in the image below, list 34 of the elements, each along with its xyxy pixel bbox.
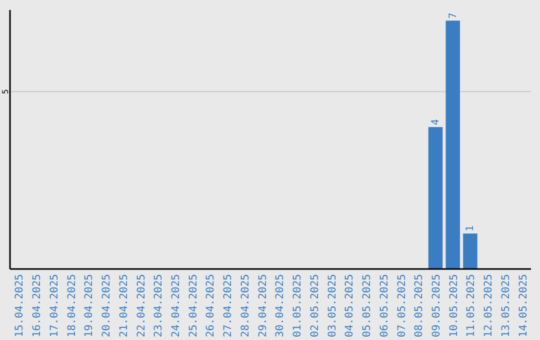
x-tick-label: 16.04.2025 xyxy=(31,274,44,338)
x-tick-label: 26.04.2025 xyxy=(204,274,217,338)
x-tick-label: 07.05.2025 xyxy=(396,274,408,338)
x-tick-label: 08.05.2025 xyxy=(413,274,426,338)
x-tick-label: 02.05.2025 xyxy=(308,274,321,338)
data-label: 4 xyxy=(430,119,442,126)
x-tick-label: 17.04.2025 xyxy=(48,274,60,338)
x-tick-label: 06.05.2025 xyxy=(378,274,390,338)
x-tick-label: 20.04.2025 xyxy=(100,274,113,338)
y-tick-label: 5 xyxy=(1,89,10,94)
x-tick-label: 23.04.2025 xyxy=(152,274,165,338)
x-tick-label: 03.05.2025 xyxy=(326,274,338,338)
data-label: 7 xyxy=(448,12,459,19)
x-tick-label: 09.05.2025 xyxy=(430,274,442,338)
x-tick-label: 22.04.2025 xyxy=(135,274,148,338)
x-tick-label: 29.04.2025 xyxy=(256,274,269,338)
x-tick-label: 28.04.2025 xyxy=(239,274,252,338)
x-tick-label: 18.04.2025 xyxy=(66,274,78,338)
x-tick-label: 15.04.2025 xyxy=(14,274,26,338)
x-tick-label: 25.04.2025 xyxy=(187,274,200,338)
x-tick-label: 19.04.2025 xyxy=(83,274,96,338)
data-label: 1 xyxy=(465,225,476,232)
x-tick-label: 27.04.2025 xyxy=(222,274,234,338)
x-tick-label: 01.05.2025 xyxy=(292,274,304,338)
x-tick-label: 21.04.2025 xyxy=(118,274,130,338)
x-tick-label: 14.05.2025 xyxy=(517,274,530,338)
x-tick-label: 24.04.2025 xyxy=(170,274,182,338)
x-tick-label: 04.05.2025 xyxy=(344,274,356,338)
x-tick-label: 10.05.2025 xyxy=(448,274,460,338)
x-tick-label: 13.05.2025 xyxy=(500,274,512,338)
x-tick-label: 05.05.2025 xyxy=(361,274,374,338)
x-tick-label: 30.04.2025 xyxy=(274,274,286,338)
x-tick-label: 12.05.2025 xyxy=(482,274,495,338)
x-tick-label: 11.05.2025 xyxy=(465,274,478,338)
